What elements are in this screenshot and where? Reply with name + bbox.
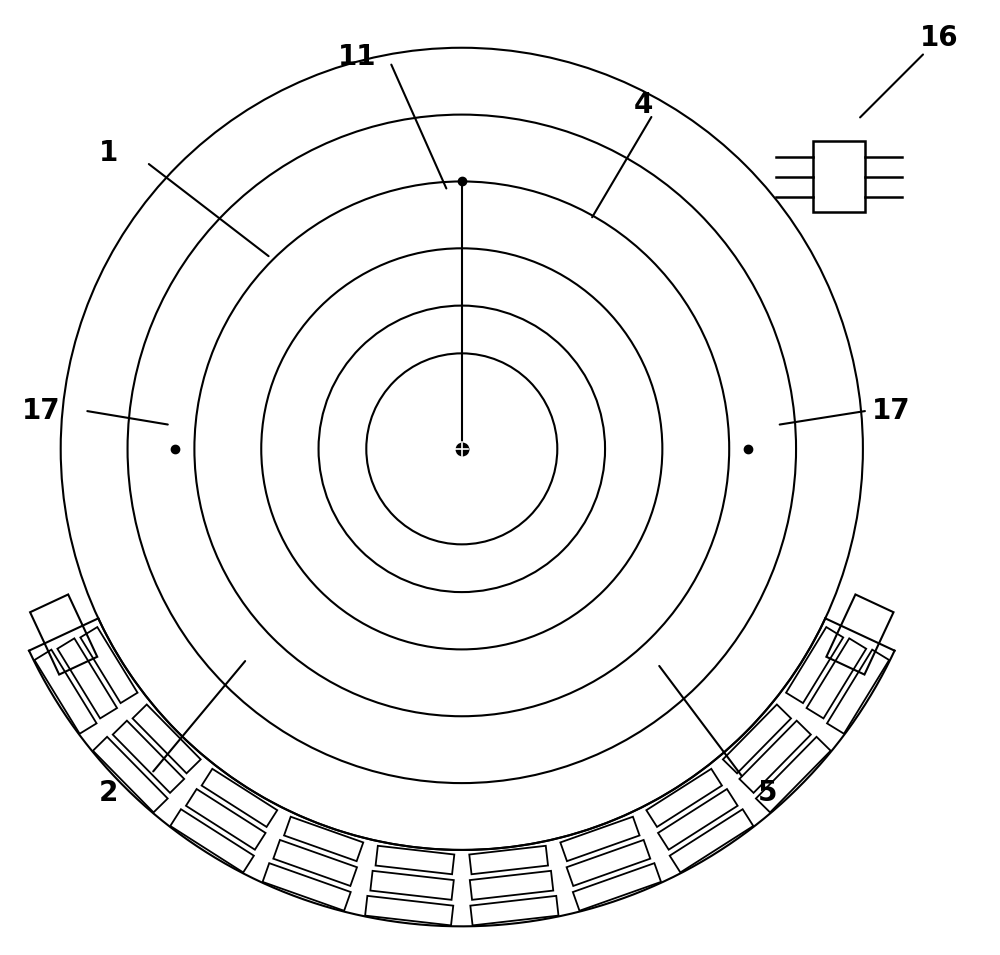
Text: 1: 1: [99, 138, 118, 167]
Text: 17: 17: [22, 396, 61, 425]
Text: 5: 5: [758, 778, 777, 807]
Text: 4: 4: [634, 91, 653, 119]
Bar: [813, 141, 865, 213]
Text: 16: 16: [920, 24, 959, 53]
Text: 17: 17: [872, 396, 911, 425]
Text: 2: 2: [99, 778, 118, 807]
Text: 11: 11: [337, 43, 376, 72]
